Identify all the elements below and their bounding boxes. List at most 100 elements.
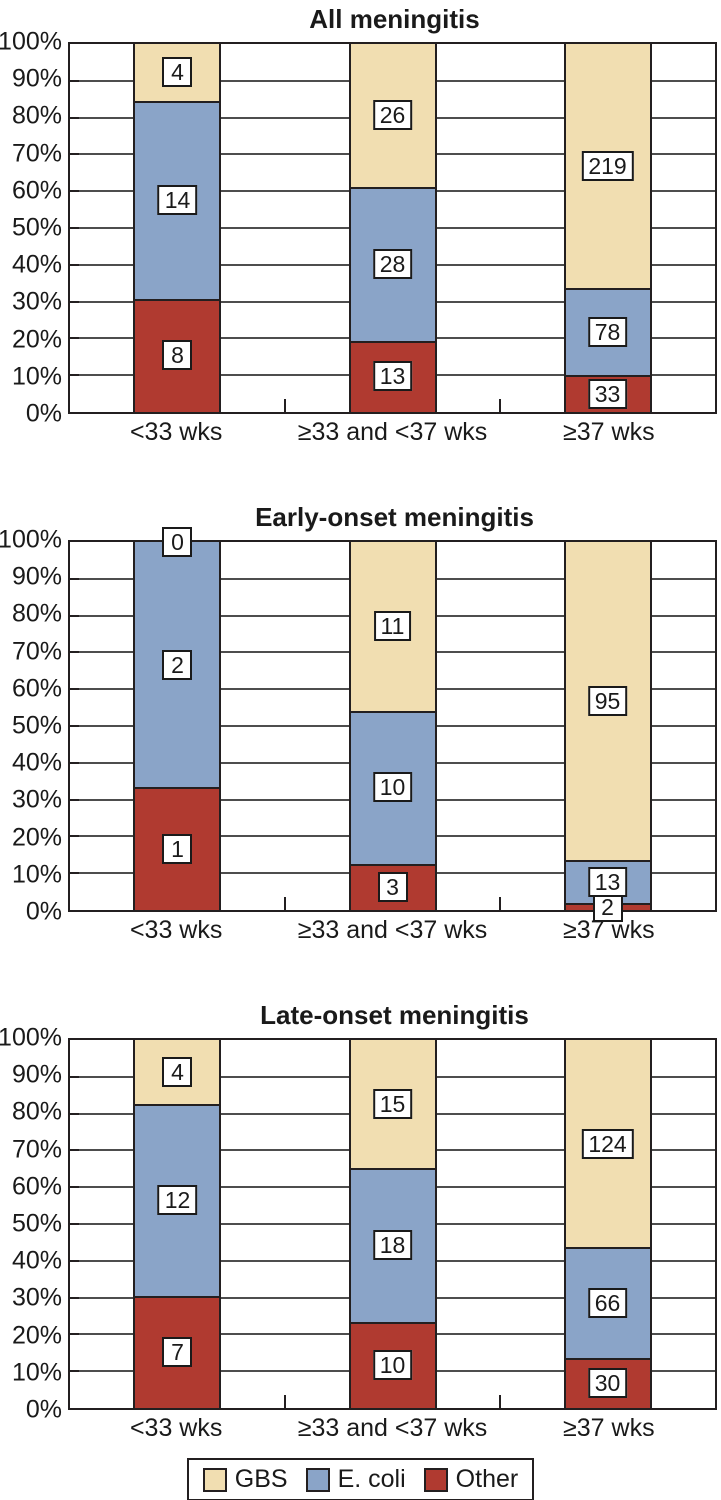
y-tick-label: 30% bbox=[11, 785, 62, 814]
y-tick-label: 20% bbox=[11, 1321, 62, 1350]
segment-value-label: 10 bbox=[372, 772, 413, 803]
y-axis-tick bbox=[70, 227, 79, 229]
y-axis-tick bbox=[70, 1075, 79, 1078]
stacked-bar: 7 12 4 bbox=[133, 1040, 222, 1408]
y-tick-label: 90% bbox=[11, 562, 62, 591]
segment-value-label: 26 bbox=[372, 100, 413, 131]
chart-title-late: Late-onset meningitis bbox=[260, 1000, 529, 1030]
y-axis-tick bbox=[70, 263, 79, 266]
segment-value-label: 95 bbox=[587, 685, 628, 716]
ecoli-swatch bbox=[305, 1467, 330, 1492]
segment-value-label: 78 bbox=[587, 316, 628, 347]
stacked-bar: 3 10 11 bbox=[348, 542, 437, 910]
y-axis-tick bbox=[70, 190, 79, 193]
y-tick-label: 100% bbox=[0, 1023, 62, 1052]
segment-value-label: 8 bbox=[162, 340, 193, 371]
y-tick-label: 60% bbox=[11, 1172, 62, 1201]
y-axis-tick bbox=[70, 1259, 79, 1262]
y-tick-label: 40% bbox=[11, 748, 62, 777]
y-tick-label: 20% bbox=[11, 325, 62, 354]
segment-value-label: 2 bbox=[592, 891, 623, 922]
y-axis-tick bbox=[70, 1333, 79, 1336]
plot-area-early: 1 2 0 3 10 11 2 13 95 bbox=[68, 527, 717, 922]
y-tick-label: 80% bbox=[11, 101, 62, 130]
segment-value-label: 12 bbox=[157, 1185, 198, 1215]
y-tick-label: 70% bbox=[11, 637, 62, 666]
y-axis-labels: 100% 90% 80% 70% 60% 50% 40% 30% 20% 10% 0% bbox=[0, 526, 68, 926]
segment-value-label: 18 bbox=[372, 1230, 413, 1261]
plot-area-late: 7 12 4 10 18 15 30 66 124 bbox=[68, 1038, 717, 1410]
y-axis-tick bbox=[70, 1149, 79, 1152]
y-tick-label: 80% bbox=[11, 599, 62, 628]
segment-value-label: 4 bbox=[162, 1057, 193, 1087]
chart-late-onset-meningitis: Late-onset meningitis 100% 90% 80% 70% 60% 50… bbox=[0, 1000, 721, 1446]
category-label: ≥33 and <37 wks bbox=[297, 915, 488, 944]
segment-value-label: 30 bbox=[587, 1367, 628, 1398]
y-axis-tick bbox=[70, 1370, 79, 1373]
y-axis-tick bbox=[70, 725, 79, 727]
x-axis-tick bbox=[499, 1395, 501, 1408]
segment-value-label: 11 bbox=[373, 611, 412, 642]
legend-label-gbs: GBS bbox=[234, 1465, 288, 1493]
segment-value-label: 0 bbox=[162, 527, 193, 557]
segment-value-label: 219 bbox=[581, 151, 634, 182]
x-axis-labels: <33 wks ≥33 and <37 wks ≥37 wks bbox=[68, 414, 717, 450]
y-tick-label: 0% bbox=[25, 399, 62, 428]
x-axis-tick bbox=[283, 1395, 286, 1408]
category-label: ≥37 wks bbox=[563, 1413, 655, 1442]
y-axis-tick bbox=[70, 872, 79, 875]
stacked-bar: 33 78 219 bbox=[563, 44, 652, 412]
y-axis-tick bbox=[70, 1296, 79, 1299]
y-tick-label: 50% bbox=[11, 213, 62, 242]
x-axis-tick bbox=[283, 399, 286, 412]
segment-value-label: 13 bbox=[372, 361, 413, 392]
segment-value-label: 14 bbox=[157, 184, 198, 215]
segment-value-label: 4 bbox=[162, 57, 193, 88]
y-tick-label: 70% bbox=[11, 1135, 62, 1164]
y-tick-label: 40% bbox=[11, 1246, 62, 1275]
category-label: <33 wks bbox=[129, 417, 223, 446]
y-tick-label: 0% bbox=[25, 897, 62, 926]
legend-item-other: Other bbox=[423, 1465, 518, 1494]
x-axis-tick bbox=[499, 399, 501, 412]
y-tick-label: 50% bbox=[11, 1209, 62, 1238]
legend-item-gbs: GBS bbox=[202, 1465, 288, 1494]
y-tick-label: 60% bbox=[11, 674, 62, 703]
chart-all-meningitis: All meningitis 100% 90% 80% 70% 60% 50% 40% 30%… bbox=[0, 4, 721, 450]
stacked-bar: 1 2 0 bbox=[133, 527, 222, 910]
y-tick-label: 10% bbox=[11, 860, 62, 889]
stacked-bar: 10 18 15 bbox=[348, 1040, 437, 1408]
y-tick-label: 100% bbox=[0, 27, 62, 56]
y-tick-label: 50% bbox=[11, 711, 62, 740]
y-axis-tick bbox=[70, 614, 79, 617]
y-axis-tick bbox=[70, 116, 79, 119]
y-axis-tick bbox=[70, 688, 79, 691]
segment-value-label: 28 bbox=[372, 248, 413, 279]
segment-value-label: 2 bbox=[162, 649, 193, 680]
y-axis-tick bbox=[70, 577, 79, 580]
y-tick-label: 30% bbox=[11, 1283, 62, 1312]
y-axis-tick bbox=[70, 1186, 79, 1189]
y-axis-tick bbox=[70, 761, 79, 764]
segment-value-label: 15 bbox=[372, 1089, 413, 1120]
legend: GBS E. coli Other bbox=[186, 1458, 535, 1500]
segment-value-label: 3 bbox=[377, 872, 408, 902]
y-tick-label: 80% bbox=[11, 1097, 62, 1126]
y-tick-label: 20% bbox=[11, 823, 62, 852]
y-tick-label: 90% bbox=[11, 64, 62, 93]
y-axis-tick bbox=[70, 835, 79, 838]
y-axis-tick bbox=[70, 1223, 79, 1225]
y-axis-tick bbox=[70, 1112, 79, 1115]
segment-value-label: 10 bbox=[372, 1350, 413, 1381]
y-tick-label: 40% bbox=[11, 250, 62, 279]
legend-item-ecoli: E. coli bbox=[305, 1465, 406, 1494]
y-axis-tick bbox=[70, 798, 79, 801]
segment-value-label: 13 bbox=[587, 866, 628, 897]
bar-segment-other bbox=[565, 1357, 650, 1408]
y-axis-tick bbox=[70, 300, 79, 303]
y-tick-label: 10% bbox=[11, 362, 62, 391]
stacked-bar: 2 13 95 bbox=[563, 542, 652, 922]
y-tick-label: 60% bbox=[11, 176, 62, 205]
y-axis-tick bbox=[70, 153, 79, 156]
y-axis-labels: 100% 90% 80% 70% 60% 50% 40% 30% 20% 10% 0% bbox=[0, 28, 68, 428]
